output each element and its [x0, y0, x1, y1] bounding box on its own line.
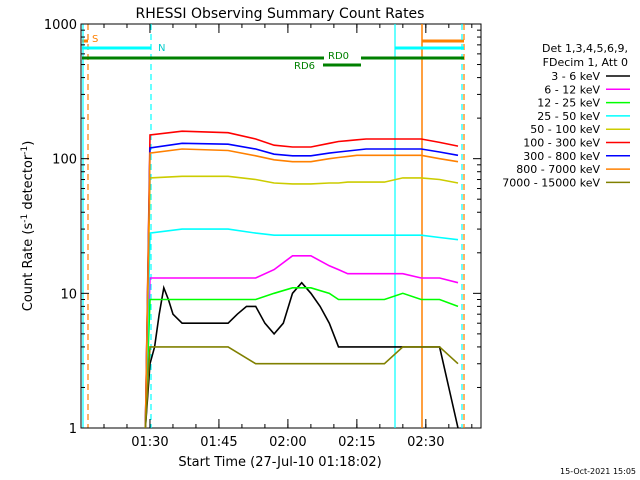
series-line-7000-15000-kev: [144, 346, 459, 428]
x-axis-label: Start Time (27-Jul-10 01:18:02): [178, 455, 381, 470]
series-line-50-100-kev: [144, 175, 459, 428]
chart-title: RHESSI Observing Summary Count Rates: [136, 6, 425, 22]
legend-header-1: Det 1,3,4,5,6,9,: [542, 42, 628, 55]
legend-label: 25 - 50 keV: [537, 110, 600, 123]
night-label: N: [158, 43, 165, 54]
x-tick-label: 01:30: [131, 435, 168, 450]
legend-label: 100 - 300 keV: [523, 137, 600, 150]
legend-label: 300 - 800 keV: [523, 150, 600, 163]
y-tick-label: 1000: [44, 18, 77, 33]
legend-label: 3 - 6 keV: [551, 70, 600, 83]
series-line-800-7000-kev: [144, 148, 459, 428]
series-layer: [144, 130, 459, 428]
series-line-300-800-kev: [144, 142, 459, 428]
y-axis-label-end: ): [21, 141, 36, 146]
y-tick-label: 10: [60, 287, 77, 302]
y-axis: 1 10 100 1000: [44, 18, 481, 437]
x-tick-label: 01:45: [200, 435, 237, 450]
overlay-layer: [82, 24, 465, 428]
x-tick-label: 02:30: [407, 435, 444, 450]
series-line-6-12-kev: [144, 255, 459, 428]
x-tick-label: 02:00: [269, 435, 306, 450]
series-line-25-50-kev: [144, 228, 459, 428]
legend: Det 1,3,4,5,6,9, FDecim 1, Att 0 3 - 6 k…: [502, 42, 630, 189]
series-line-3-6-kev: [144, 281, 459, 428]
rd6-label: RD6: [294, 61, 315, 72]
rd0-label: RD0: [328, 51, 349, 62]
y-axis-label: Count Rate (s-1 detector-1): [20, 141, 36, 312]
legend-label: 800 - 7000 keV: [516, 163, 600, 176]
legend-label: 12 - 25 keV: [537, 97, 600, 110]
saa-label: S: [92, 34, 98, 45]
plot-area: [80, 23, 482, 429]
timestamp: 15-Oct-2021 15:05: [560, 467, 636, 476]
y-tick-label: 100: [52, 153, 77, 168]
x-axis: 01:30 01:45 02:00 02:15 02:30: [80, 24, 473, 450]
legend-label: 6 - 12 keV: [544, 83, 600, 96]
y-axis-label-sup2: -1: [20, 146, 30, 155]
y-axis-label-mid: detector: [21, 154, 36, 214]
x-tick-label: 02:15: [338, 435, 375, 450]
y-axis-label-main: Count Rate (s: [21, 223, 36, 312]
series-line-12-25-kev: [144, 286, 459, 428]
legend-label: 7000 - 15000 keV: [502, 176, 600, 189]
series-line-100-300-kev: [144, 130, 459, 428]
legend-label: 50 - 100 keV: [530, 123, 600, 136]
legend-header-2: FDecim 1, Att 0: [543, 56, 628, 69]
y-tick-label: 1: [69, 422, 77, 437]
y-axis-label-sup1: -1: [20, 214, 30, 223]
